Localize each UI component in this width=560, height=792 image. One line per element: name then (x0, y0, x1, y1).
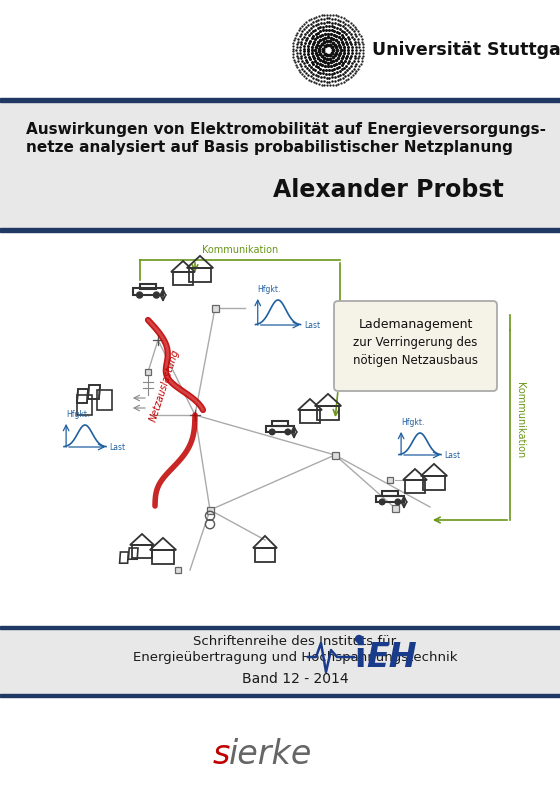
Text: Last: Last (445, 451, 460, 459)
FancyBboxPatch shape (334, 301, 497, 391)
Circle shape (269, 429, 275, 435)
Bar (376, 496, 404, 501)
Text: Lademanagement: Lademanagement (358, 318, 473, 331)
Bar (0, 232, 560, 630)
Bar (405, 480, 425, 493)
Text: Netzauslastung: Netzauslastung (148, 348, 181, 423)
Bar (391, 505, 399, 512)
Bar (382, 492, 398, 496)
Text: Hfgkt.: Hfgkt. (258, 285, 281, 294)
Bar (300, 410, 320, 423)
Text: EH: EH (366, 641, 417, 674)
Bar (0, 694, 560, 697)
Bar (0, 697, 560, 792)
Text: Hfgkt.: Hfgkt. (401, 418, 424, 427)
Text: Universität Stuttgart: Universität Stuttgart (372, 41, 560, 59)
Text: Band 12 - 2014: Band 12 - 2014 (242, 672, 348, 686)
Circle shape (356, 635, 362, 642)
Bar (0, 0, 560, 100)
Bar (317, 406, 339, 421)
Bar (0, 628, 560, 696)
Circle shape (137, 292, 143, 298)
Bar (145, 369, 151, 375)
Bar (207, 507, 213, 513)
Text: s: s (213, 738, 230, 771)
Bar (332, 451, 338, 459)
Bar (0, 626, 560, 629)
Circle shape (153, 292, 160, 298)
Bar (0, 102, 560, 230)
Text: Last: Last (109, 443, 125, 451)
Text: Auswirkungen von Elektromobilität auf Energieversorgungs-: Auswirkungen von Elektromobilität auf En… (26, 122, 546, 137)
Bar (0, 228, 560, 232)
Text: ierke: ierke (229, 738, 312, 771)
Text: zur Verringerung des: zur Verringerung des (353, 336, 478, 349)
Text: Hfgkt.: Hfgkt. (66, 410, 90, 419)
Bar (132, 545, 152, 558)
Circle shape (395, 499, 400, 505)
Text: i: i (354, 641, 365, 674)
Text: Alexander Probst: Alexander Probst (273, 178, 503, 202)
Bar (173, 272, 193, 285)
Text: Kommunikation: Kommunikation (202, 245, 278, 255)
Bar (97, 390, 112, 410)
Bar (77, 395, 92, 415)
Text: Kommunikation: Kommunikation (515, 382, 525, 458)
Bar (423, 476, 445, 490)
Text: Last: Last (304, 321, 320, 329)
Bar (152, 550, 174, 564)
Circle shape (285, 429, 291, 435)
Text: Energieübertragung und Hochspannungstechnik: Energieübertragung und Hochspannungstech… (133, 651, 458, 664)
Text: nötigen Netzausbaus: nötigen Netzausbaus (353, 354, 478, 367)
Text: netze analysiert auf Basis probabilistischer Netzplanung: netze analysiert auf Basis probabilistis… (26, 140, 513, 155)
Bar (0, 98, 560, 102)
Bar (255, 548, 275, 562)
Bar (175, 567, 181, 573)
Circle shape (379, 499, 385, 505)
Bar (387, 477, 393, 483)
Bar (272, 421, 288, 426)
Text: Schriftenreihe des Instituts für: Schriftenreihe des Instituts für (193, 635, 396, 648)
Bar (139, 284, 156, 288)
Bar (133, 288, 163, 295)
Bar (212, 304, 218, 311)
Bar (266, 426, 294, 432)
Bar (189, 268, 211, 282)
